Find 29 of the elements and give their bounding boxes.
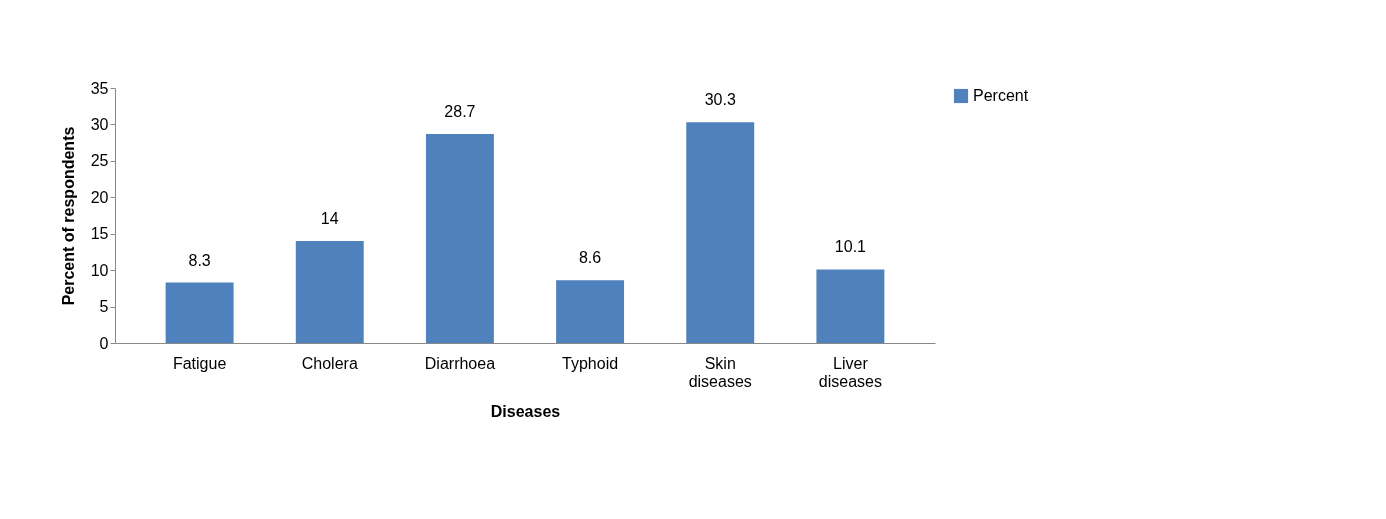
y-tick-label: 0 (99, 334, 109, 352)
bar (295, 241, 364, 343)
y-tick-label: 15 (90, 225, 109, 243)
y-tick-label: 20 (90, 188, 109, 206)
y-tick-label: 25 (90, 152, 109, 170)
y-axis-title: Percent of respondents (59, 126, 77, 306)
bar (686, 122, 755, 343)
x-tick-label: Typhoid (562, 354, 619, 372)
y-tick-label: 35 (90, 79, 109, 97)
data-label: 8.3 (188, 251, 211, 269)
y-tick-label: 10 (90, 261, 109, 279)
y-tick-label: 5 (99, 298, 109, 316)
data-label: 14 (320, 210, 339, 227)
bar (165, 282, 234, 343)
bar (425, 133, 494, 343)
x-tick-label: Fatigue (172, 354, 227, 372)
x-tick-label: Skin diseases (688, 354, 752, 390)
x-axis-title: Diseases (490, 402, 561, 420)
legend-label: Percent (973, 87, 1029, 104)
x-tick-label: Cholera (301, 354, 358, 372)
x-tick-label: Liver diseases (818, 354, 882, 390)
data-label: 10.1 (834, 238, 867, 256)
data-label: 8.6 (578, 249, 602, 267)
bar (556, 280, 625, 343)
bar (816, 269, 885, 343)
data-label: 30.3 (704, 91, 736, 109)
data-label: 28.7 (444, 102, 476, 120)
y-tick-label: 30 (90, 115, 109, 133)
x-tick-label: Diarrhoea (424, 354, 496, 372)
